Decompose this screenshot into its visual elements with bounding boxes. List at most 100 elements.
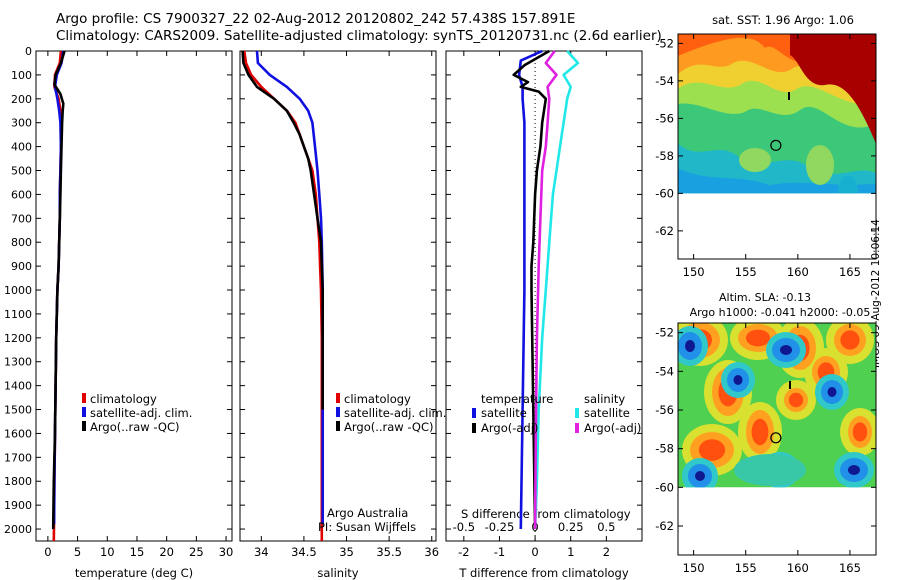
salinity-plot: 34 34.5 35 35.5 36 salinity climatologysatelli… [239, 50, 446, 580]
legend-label: Argo(..raw -QC) [344, 420, 434, 434]
field-blob [685, 340, 695, 352]
sla-map-frame [677, 322, 877, 556]
field-blob [806, 145, 834, 185]
salinity-xlabel: salinity [317, 566, 358, 580]
differences-series-3 [533, 50, 558, 530]
top-tick-label: 0.5 [597, 520, 615, 534]
differences-xlabel: T difference from climatology [458, 566, 629, 580]
figure-title-line2: Climatology: CARS2009. Satellite-adjuste… [56, 28, 662, 44]
xtick-label: 155 [735, 561, 757, 575]
field-blob [788, 392, 804, 408]
legend-label: Argo(-adj) [481, 421, 538, 435]
sla-map-title-line2: Argo h1000: -0.041 h2000: -0.05 [690, 306, 871, 319]
ytick-label: 300 [11, 117, 32, 130]
ytick-label: -52 [655, 36, 674, 50]
legend-title-temperature: temperature [481, 392, 553, 406]
xtick-label: 35 [339, 545, 354, 559]
field-blob [739, 148, 771, 172]
xtick-label: 20 [159, 545, 174, 559]
field-blob [734, 454, 806, 486]
legend-swatch [575, 423, 579, 433]
field-blob [751, 418, 769, 446]
field-blob [780, 345, 792, 355]
field-blob [746, 329, 770, 347]
top-tick-label: -0.5 [453, 520, 475, 534]
temperature-frame [35, 50, 233, 542]
ytick-label: 400 [11, 141, 32, 154]
sst-field [678, 34, 876, 194]
ytick-label: 800 [11, 236, 32, 249]
field-band-blue [678, 168, 876, 194]
legend-swatch [336, 393, 340, 403]
ytick-label: 1900 [4, 499, 32, 512]
ytick-label: 1400 [4, 380, 32, 393]
ytick-label: 1100 [4, 308, 32, 321]
ytick-label: -58 [655, 442, 674, 456]
sst-map-plot: 150 155 160 165 -52 -54 -56 -58 -60 -62 sat. SST: … [655, 13, 877, 279]
differences-frame [445, 50, 643, 542]
ytick-label: 200 [11, 93, 32, 106]
sla-map-plot: 150 155 160 165 -52 -54 -56 -58 -60 -62 Altim. SLA… [655, 291, 877, 575]
sst-map-title: sat. SST: 1.96 Argo: 1.06 [712, 13, 854, 27]
legend-swatch [82, 421, 86, 431]
annotation-line1: Argo Australia [327, 506, 408, 520]
ytick-label: 700 [11, 212, 32, 225]
field-warm-core [790, 34, 876, 144]
ytick-label: -56 [655, 111, 674, 125]
xtick-label: 0 [44, 545, 51, 559]
legend-label: Argo(-adj) [584, 421, 641, 435]
legend-swatch [472, 408, 476, 418]
differences-series-2 [533, 50, 580, 530]
field-blob [827, 387, 837, 397]
sla-field [678, 323, 876, 488]
xtick-label: 25 [189, 545, 204, 559]
xtick-label: 160 [787, 265, 809, 279]
legend-label: satellite-adj. clim. [90, 406, 192, 420]
legend-title-salinity: salinity [584, 392, 625, 406]
legend-label: climatology [90, 392, 157, 406]
ytick-label: 1300 [4, 356, 32, 369]
sla-map-title-line1: Altim. SLA: -0.13 [719, 291, 811, 304]
ytick-label: 500 [11, 165, 32, 178]
ytick-label: 100 [11, 69, 32, 82]
annotation-line2: PI: Susan Wijffels [318, 520, 416, 534]
legend-swatch [82, 393, 86, 403]
xtick-label: 0 [531, 545, 538, 559]
ytick-label: -54 [655, 364, 674, 378]
xtick-label: 150 [683, 561, 705, 575]
field-blob [848, 465, 860, 475]
ytick-label: 1500 [4, 404, 32, 417]
ytick-label: -58 [655, 149, 674, 163]
legend-swatch [82, 407, 86, 417]
ytick-label: -54 [655, 74, 674, 88]
ytick-label: 1000 [4, 284, 32, 297]
xtick-label: 2 [603, 545, 610, 559]
field-blob [838, 176, 858, 194]
xtick-label: 36 [424, 545, 439, 559]
legend-swatch [472, 423, 476, 433]
salinity-series-2 [241, 50, 325, 410]
ytick-label: 1600 [4, 427, 32, 440]
ytick-label: 1200 [4, 332, 32, 345]
xtick-label: 35.5 [376, 545, 402, 559]
legend-label: climatology [344, 392, 411, 406]
legend-label: satellite-adj. clim. [344, 406, 446, 420]
xtick-label: 10 [100, 545, 115, 559]
legend-label: Argo(..raw -QC) [90, 420, 180, 434]
legend-swatch [336, 407, 340, 417]
xtick-label: 155 [735, 265, 757, 279]
legend-swatch [575, 408, 579, 418]
salinity-series-0 [243, 50, 324, 541]
temperature-plot: 0 5 10 15 20 25 300100200300400500600700800900… [4, 45, 233, 580]
temperature-series-2 [51, 50, 66, 530]
ytick-label: 1700 [4, 451, 32, 464]
ytick-label: -52 [655, 326, 674, 340]
salinity-frame [239, 50, 437, 542]
legend-label: satellite [584, 406, 630, 420]
sst-map-frame [677, 33, 877, 260]
differences-plot: -2 -1 0 1 2 T difference from climatology -0.5… [445, 49, 643, 580]
xtick-label: 34 [254, 545, 269, 559]
field-blob [733, 375, 743, 385]
legend-label: satellite [481, 406, 527, 420]
